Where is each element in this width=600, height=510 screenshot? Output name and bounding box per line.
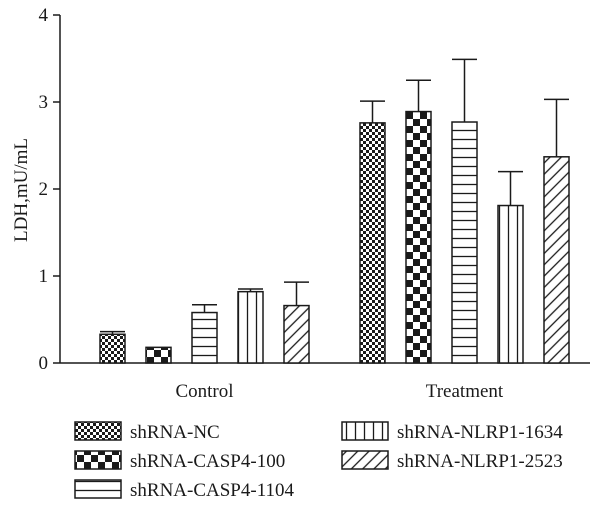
y-axis-title: LDH,mU/mL [11,138,32,242]
y-tick-label: 0 [39,353,49,374]
error-bar [360,100,385,123]
error-bar [238,288,263,292]
bar-shrna-nlrp1-2523-treatment [543,156,570,364]
y-axis: 0 1 2 3 4 [39,5,61,374]
bar-shrna-nlrp1-1634-control [237,290,264,364]
legend-item: shRNA-CASP4-1104 [74,479,294,501]
error-bar [284,281,309,306]
bar-shrna-casp4-100-control [145,346,172,364]
error-bar [100,330,125,335]
legend-label: shRNA-CASP4-1104 [130,480,294,501]
bar-shrna-casp4-1104-treatment [451,121,478,364]
legend-item: shRNA-NLRP1-1634 [341,421,563,443]
y-tick-label: 1 [39,266,49,287]
legend-label: shRNA-CASP4-100 [130,451,285,472]
error-bar [544,98,569,157]
error-bar [498,170,523,206]
bar-shrna-nc-treatment [359,122,386,364]
legend-label: shRNA-NC [130,422,220,443]
legend-item: shRNA-NLRP1-2523 [341,450,563,472]
legend-item: shRNA-CASP4-100 [74,450,285,472]
x-tick-label: Treatment [426,381,504,402]
y-tick-label: 3 [39,92,49,113]
legend-label: shRNA-NLRP1-2523 [397,451,563,472]
y-tick-label: 2 [39,179,49,200]
x-tick-label: Control [175,381,233,402]
bar-shrna-casp4-1104-control [191,311,218,364]
error-bar [452,58,477,123]
x-tick-labels: Control Treatment [175,381,503,402]
legend: shRNA-NC shRNA-CASP4-100 shRNA-CASP4-1104 s… [74,421,563,501]
legend-label: shRNA-NLRP1-1634 [397,422,563,443]
legend-swatch [74,450,122,470]
legend-swatch [341,450,389,470]
bar-shrna-nlrp1-2523-control [283,304,310,364]
bar-shrna-nlrp1-1634-treatment [497,204,524,364]
error-bar [192,303,217,313]
error-bar [406,79,431,112]
bars-layer [99,110,570,364]
legend-swatch [74,421,122,441]
legend-item: shRNA-NC [74,421,220,443]
legend-swatch [74,479,122,499]
y-tick-label: 4 [39,5,49,26]
error-bars-layer [100,58,569,335]
legend-swatch [341,421,389,441]
bar-shrna-casp4-100-treatment [405,110,432,364]
bar-shrna-nc-control [99,333,126,364]
